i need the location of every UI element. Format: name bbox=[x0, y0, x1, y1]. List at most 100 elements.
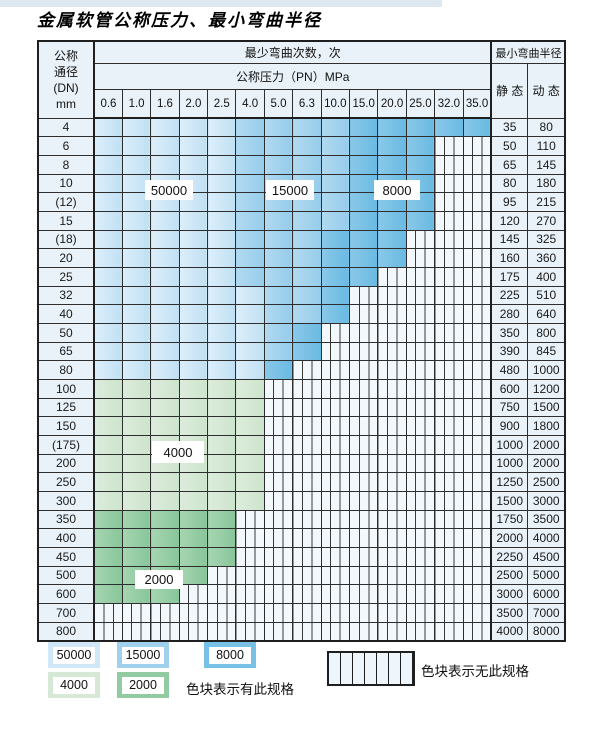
rating-cell-无此规格 bbox=[292, 472, 322, 492]
rating-cell-无此规格 bbox=[263, 472, 294, 492]
rating-cell-2000 bbox=[93, 584, 123, 604]
rating-cell-50000 bbox=[121, 248, 152, 268]
bend-cycles-header: 最少弯曲次数，次 bbox=[93, 40, 492, 64]
rating-cell-8000 bbox=[292, 341, 322, 362]
rating-cell-50000 bbox=[178, 136, 209, 156]
rating-cell-2000 bbox=[93, 546, 123, 567]
rating-cell-15000 bbox=[263, 304, 294, 324]
rating-cell-无此规格 bbox=[377, 341, 407, 362]
static-radius-cell: 120 bbox=[490, 210, 528, 231]
rating-cell-8000 bbox=[349, 266, 379, 287]
rating-cell-无此规格 bbox=[434, 472, 464, 492]
rating-cell-无此规格 bbox=[207, 584, 237, 604]
static-radius-cell: 175 bbox=[490, 266, 528, 287]
rating-cell-50000 bbox=[121, 117, 152, 138]
pressure-value-header: 0.6 bbox=[93, 89, 123, 119]
rating-cell-无此规格 bbox=[462, 285, 492, 306]
dn-cell: 40 bbox=[37, 304, 95, 324]
dynamic-radius-cell: 2000 bbox=[526, 434, 566, 455]
rating-cell-50000 bbox=[207, 173, 237, 194]
dn-cell: 8 bbox=[37, 154, 95, 175]
rating-cell-2000 bbox=[121, 528, 152, 548]
rating-cell-15000 bbox=[292, 136, 322, 156]
legend-label-8000: 8000 bbox=[209, 646, 251, 664]
rating-cell-50000 bbox=[150, 266, 180, 287]
rating-cell-15000 bbox=[235, 117, 265, 138]
rating-cell-4000 bbox=[207, 397, 237, 418]
dn-header-line: 公称 bbox=[53, 48, 78, 63]
rating-cell-50000 bbox=[207, 154, 237, 175]
rating-cell-无此规格 bbox=[235, 546, 265, 567]
rating-cell-15000 bbox=[292, 304, 322, 324]
rating-cell-4000 bbox=[93, 416, 123, 436]
rating-cell-2000 bbox=[93, 509, 123, 530]
rating-cell-50000 bbox=[93, 229, 123, 250]
rating-cell-无此规格 bbox=[377, 266, 407, 287]
rating-cell-无此规格 bbox=[263, 490, 294, 511]
dynamic-radius-cell: 145 bbox=[526, 154, 566, 175]
static-radius-cell: 1250 bbox=[490, 472, 528, 492]
rating-cell-无此规格 bbox=[434, 285, 464, 306]
rating-cell-50000 bbox=[150, 154, 180, 175]
rating-cell-无此规格 bbox=[462, 565, 492, 586]
rating-cell-无此规格 bbox=[462, 528, 492, 548]
rating-cell-无此规格 bbox=[349, 528, 379, 548]
rating-cell-无此规格 bbox=[235, 565, 265, 586]
rating-cell-50000 bbox=[207, 229, 237, 250]
rating-cell-无此规格 bbox=[405, 602, 436, 623]
rating-cell-无此规格 bbox=[349, 490, 379, 511]
dynamic-radius-cell: 180 bbox=[526, 173, 566, 194]
top-strip bbox=[0, 0, 442, 7]
rating-cell-无此规格 bbox=[320, 546, 351, 567]
rating-cell-无此规格 bbox=[462, 584, 492, 604]
rating-cell-8000 bbox=[320, 248, 351, 268]
dynamic-radius-cell: 3000 bbox=[526, 490, 566, 511]
rating-cell-无此规格 bbox=[462, 602, 492, 623]
rating-cell-无此规格 bbox=[462, 173, 492, 194]
rating-cell-8000 bbox=[377, 136, 407, 156]
rating-cell-无此规格 bbox=[235, 509, 265, 530]
rating-cell-2000 bbox=[178, 528, 209, 548]
rating-cell-无此规格 bbox=[207, 602, 237, 623]
rating-cell-50000 bbox=[178, 229, 209, 250]
rating-cell-无此规格 bbox=[349, 584, 379, 604]
rating-cell-8000 bbox=[377, 229, 407, 250]
static-radius-cell: 3000 bbox=[490, 584, 528, 604]
rating-cell-无此规格 bbox=[349, 546, 379, 567]
pressure-value-header: 20.0 bbox=[377, 89, 407, 119]
rating-cell-4000 bbox=[235, 490, 265, 511]
rating-cell-无此规格 bbox=[377, 416, 407, 436]
rating-cell-50000 bbox=[207, 285, 237, 306]
dynamic-radius-cell: 640 bbox=[526, 304, 566, 324]
rating-cell-无此规格 bbox=[235, 602, 265, 623]
overlay-label-15000: 15000 bbox=[266, 180, 314, 200]
rating-cell-4000 bbox=[93, 397, 123, 418]
rating-cell-8000 bbox=[405, 154, 436, 175]
rating-cell-无此规格 bbox=[462, 472, 492, 492]
rating-cell-无此规格 bbox=[462, 304, 492, 324]
static-radius-cell: 900 bbox=[490, 416, 528, 436]
legend-swatch-4000: 4000 bbox=[48, 672, 100, 698]
rating-cell-8000 bbox=[377, 210, 407, 231]
rating-cell-8000 bbox=[349, 173, 379, 194]
rating-cell-无此规格 bbox=[292, 602, 322, 623]
static-radius-cell: 35 bbox=[490, 117, 528, 138]
rating-cell-无此规格 bbox=[320, 397, 351, 418]
rating-cell-4000 bbox=[150, 378, 180, 399]
rating-cell-无此规格 bbox=[320, 584, 351, 604]
rating-cell-50000 bbox=[178, 341, 209, 362]
rating-cell-无此规格 bbox=[349, 602, 379, 623]
table-row: 125 750 1500 bbox=[37, 397, 566, 418]
rating-cell-50000 bbox=[121, 229, 152, 250]
rating-cell-无此规格 bbox=[462, 546, 492, 567]
dynamic-radius-cell: 1500 bbox=[526, 397, 566, 418]
rating-cell-2000 bbox=[121, 546, 152, 567]
pressure-value-header: 15.0 bbox=[349, 89, 379, 119]
rating-cell-4000 bbox=[235, 397, 265, 418]
static-radius-cell: 1000 bbox=[490, 453, 528, 474]
rating-cell-无此规格 bbox=[263, 434, 294, 455]
dynamic-radius-cell: 845 bbox=[526, 341, 566, 362]
rating-cell-2000 bbox=[150, 509, 180, 530]
legend-label-50000: 50000 bbox=[53, 646, 95, 664]
table-row: 800 4000 8000 bbox=[37, 621, 566, 642]
